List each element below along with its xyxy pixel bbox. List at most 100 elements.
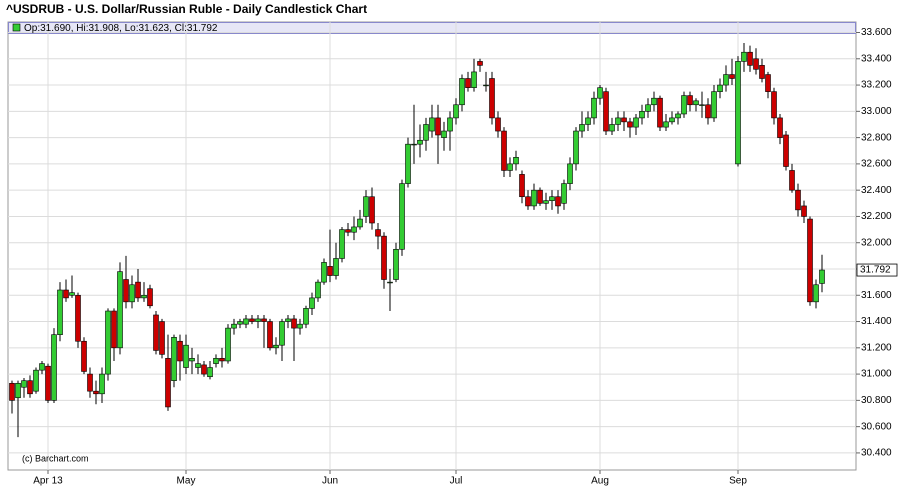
y-tick-label: 32.400 [861, 185, 892, 196]
candle-body [27, 380, 33, 395]
candle-body [339, 229, 345, 259]
candle-body [501, 130, 507, 171]
candle-body [675, 113, 681, 119]
candle-body [225, 327, 231, 362]
candle-body [723, 74, 729, 86]
candle-body [201, 364, 207, 375]
candle-body [765, 74, 771, 92]
candle-body [429, 117, 435, 132]
y-tick-label: 32.200 [861, 211, 892, 222]
candle-body [483, 84, 489, 87]
candle-body [603, 91, 609, 132]
last-price-label: 31.792 [860, 265, 891, 276]
candle-body [195, 363, 201, 368]
candle-body [63, 289, 69, 299]
candle-body [111, 310, 117, 349]
candle-body [717, 84, 723, 92]
candle-body [585, 117, 591, 125]
candle-body [759, 65, 765, 79]
candle-body [189, 358, 195, 362]
candle-body [591, 97, 597, 119]
candle-body [141, 294, 147, 299]
candle-body [657, 97, 663, 128]
candle-body [639, 111, 645, 119]
y-tick-label: 33.400 [861, 53, 892, 64]
candle-body [525, 196, 531, 207]
candle-body [399, 183, 405, 250]
candle-body [321, 262, 327, 283]
y-tick-label: 33.200 [861, 80, 892, 91]
candle-body [267, 321, 273, 349]
x-tick-label: Sep [729, 476, 747, 487]
chart-title: ^USDRUB - U.S. Dollar/Russian Ruble - Da… [6, 2, 367, 16]
y-tick-label: 31.600 [861, 290, 892, 301]
candle-body [669, 117, 675, 123]
candle-body [693, 100, 699, 106]
candle-body [309, 297, 315, 309]
candle-body [567, 163, 573, 184]
candle-body [789, 170, 795, 191]
candle-body [507, 163, 513, 171]
y-tick-label: 33.000 [861, 106, 892, 117]
candle-body [315, 281, 321, 299]
candle-body [459, 78, 465, 106]
candle-body [531, 189, 537, 207]
candle-body [729, 74, 735, 79]
candle-body [237, 321, 243, 325]
candle-body [417, 139, 423, 145]
candle-body [645, 104, 651, 112]
x-tick-label: Jul [450, 476, 463, 487]
candle-body [801, 205, 807, 217]
candle-body [435, 117, 441, 136]
candle-body [711, 91, 717, 119]
candle-body [615, 117, 621, 125]
candle-body [627, 121, 633, 128]
candle-body [303, 308, 309, 325]
candle-body [81, 340, 87, 372]
candle-body [447, 117, 453, 132]
candle-body [753, 58, 759, 70]
plot-area [7, 21, 857, 471]
candle-body [441, 130, 447, 138]
candle-body [177, 340, 183, 362]
candle-body [699, 104, 705, 106]
candle-body [573, 130, 579, 165]
candle-body [471, 71, 477, 88]
candle-body [159, 321, 165, 355]
candle-body [147, 288, 153, 307]
y-tick-label: 30.600 [861, 421, 892, 432]
candle-body [465, 78, 471, 88]
candle-body [129, 284, 135, 303]
y-tick-label: 31.200 [861, 342, 892, 353]
candle-body [549, 196, 555, 201]
candle-body [15, 382, 21, 399]
candle-body [705, 104, 711, 119]
candle-body [633, 117, 639, 128]
candle-body [405, 143, 411, 184]
x-tick-label: Jun [322, 476, 338, 487]
y-tick-label: 32.000 [861, 237, 892, 248]
candle-body [579, 124, 585, 132]
candle-body [747, 51, 753, 66]
candle-body [291, 318, 297, 329]
y-tick-label: 31.000 [861, 369, 892, 380]
candle-body [123, 279, 129, 303]
candle-body [333, 258, 339, 276]
candle-body [387, 281, 393, 284]
y-tick-label: 30.400 [861, 448, 892, 459]
candle-body [165, 358, 171, 408]
candle-body [411, 143, 417, 146]
candle-body [255, 318, 261, 322]
candle-body [297, 323, 303, 329]
candle-body [273, 344, 279, 349]
candle-body [771, 91, 777, 119]
candle-body [621, 117, 627, 123]
candle-body [519, 174, 525, 198]
candle-body [381, 235, 387, 280]
candle-body [51, 334, 57, 401]
candle-body [345, 229, 351, 233]
y-tick-label: 32.600 [861, 159, 892, 170]
candle-body [543, 200, 549, 204]
